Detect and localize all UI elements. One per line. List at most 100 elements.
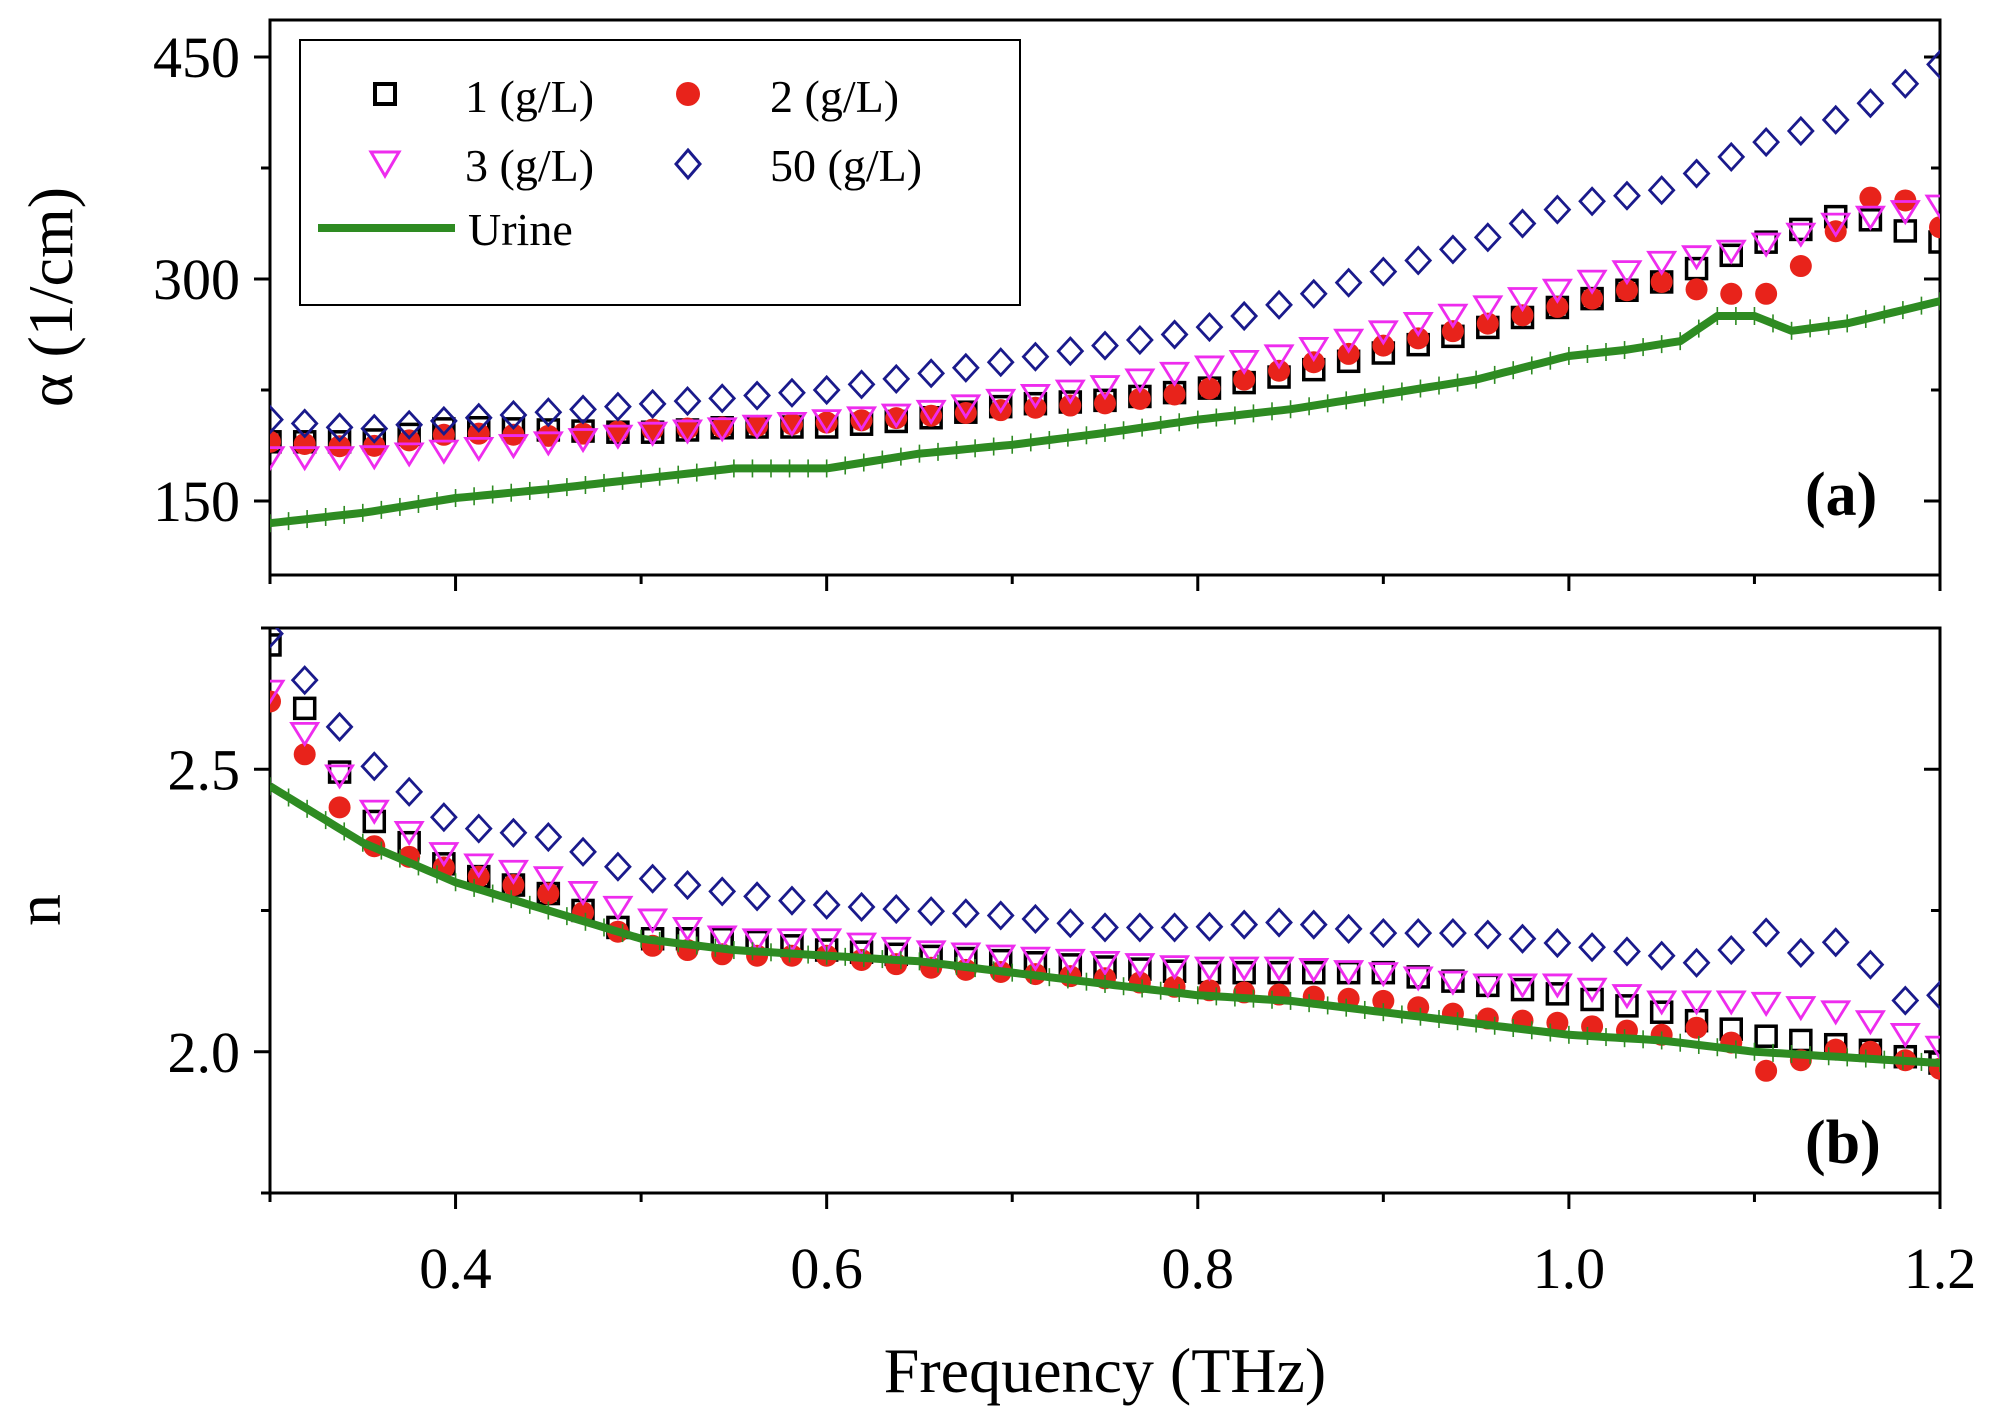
marker-50gl-32 <box>1369 918 1398 949</box>
marker-3gl-1 <box>289 722 321 748</box>
marker-50gl-14 <box>743 380 771 411</box>
marker-2gl-42 <box>1720 282 1743 305</box>
marker-2gl-27 <box>1198 377 1221 400</box>
marker-50gl-23 <box>1056 336 1085 367</box>
marker-3gl-0 <box>270 446 286 472</box>
marker-3gl-36 <box>1506 287 1539 313</box>
legend-label-urine: Urine <box>468 204 573 255</box>
panel-b-y-axis-title: n <box>3 894 74 926</box>
marker-2gl-39 <box>1615 279 1638 302</box>
marker-50gl-9 <box>569 394 597 425</box>
panel-a-series <box>270 49 1940 533</box>
marker-50gl-44 <box>1786 937 1815 968</box>
marker-3gl-7 <box>497 434 529 460</box>
marker-50gl-22 <box>1021 341 1050 372</box>
marker-3gl-19 <box>915 940 947 966</box>
marker-3gl-3 <box>358 799 390 825</box>
marker-3gl-11 <box>637 908 669 934</box>
marker-50gl-46 <box>1856 88 1885 119</box>
marker-2gl-46 <box>1859 186 1882 209</box>
marker-2gl-18 <box>885 407 908 430</box>
marker-2gl-43 <box>1755 282 1778 305</box>
marker-3gl-33 <box>1402 312 1434 338</box>
marker-1gl-42 <box>1719 243 1743 268</box>
marker-50gl-12 <box>673 870 702 901</box>
marker-3gl-9 <box>567 428 599 454</box>
marker-50gl-31 <box>1334 267 1363 298</box>
marker-50gl-42 <box>1717 141 1746 172</box>
marker-2gl-28 <box>1233 368 1256 391</box>
series-c2-a <box>270 186 1940 458</box>
y-tick-label: 450 <box>153 25 240 90</box>
marker-2gl-26 <box>1163 383 1186 406</box>
marker-3gl-20 <box>950 394 982 420</box>
marker-3gl-3 <box>358 445 390 471</box>
legend-label-1gl: 1 (g/L) <box>465 71 594 122</box>
marker-3gl-26 <box>1159 361 1191 387</box>
marker-2gl-32 <box>1372 334 1395 357</box>
panel-b-label: (b) <box>1805 1109 1881 1177</box>
marker-3gl-28 <box>1228 349 1260 376</box>
marker-2gl-17 <box>850 409 873 432</box>
marker-3gl-9 <box>567 880 599 907</box>
marker-50gl-0 <box>270 628 284 649</box>
marker-3gl-21 <box>985 944 1017 970</box>
marker-50gl-3 <box>360 751 389 782</box>
marker-1gl-37 <box>1545 982 1570 1006</box>
legend: 1 (g/L) 2 (g/L) 3 (g/L) 50 (g/L) Urine <box>299 39 1021 306</box>
panel-b-ticks <box>254 626 1942 1209</box>
marker-50gl-37 <box>1543 927 1572 959</box>
marker-50gl-7 <box>499 817 528 848</box>
marker-50gl-48 <box>1926 49 1940 80</box>
marker-50gl-27 <box>1195 911 1224 942</box>
marker-3gl-5 <box>428 439 460 465</box>
marker-50gl-6 <box>464 402 493 433</box>
marker-2gl-14 <box>746 414 769 437</box>
marker-3gl-48 <box>1924 1035 1940 1061</box>
marker-50gl-5 <box>429 802 458 833</box>
marker-3gl-36 <box>1506 973 1539 999</box>
urine-line <box>270 297 1940 528</box>
marker-50gl-23 <box>1056 908 1085 939</box>
marker-50gl-19 <box>917 358 946 389</box>
marker-3gl-1 <box>289 446 321 472</box>
marker-50gl-31 <box>1334 913 1363 944</box>
legend-label-2gl: 2 (g/L) <box>770 71 899 122</box>
marker-50gl-15 <box>778 377 806 408</box>
marker-2gl-37 <box>1546 1011 1569 1034</box>
marker-2gl-2 <box>328 796 351 819</box>
marker-3gl-16 <box>811 409 843 435</box>
marker-2gl-24 <box>1094 392 1116 415</box>
marker-3gl-23 <box>1054 379 1086 405</box>
legend-box <box>299 39 1021 306</box>
panel-b-series <box>270 628 1940 1082</box>
marker-1gl-48 <box>1928 230 1940 254</box>
marker-3gl-13 <box>706 417 738 443</box>
marker-3gl-44 <box>1785 222 1817 248</box>
marker-3gl-35 <box>1472 973 1504 999</box>
marker-3gl-21 <box>985 388 1017 414</box>
marker-3gl-38 <box>1576 977 1608 1003</box>
marker-2gl-37 <box>1546 295 1569 318</box>
marker-1gl-44 <box>1789 1028 1813 1053</box>
marker-50gl-7 <box>499 399 528 431</box>
marker-2gl-34 <box>1441 320 1464 343</box>
marker-3gl-33 <box>1402 966 1434 992</box>
marker-50gl-17 <box>847 369 876 400</box>
marker-50gl-11 <box>638 388 667 419</box>
marker-50gl-13 <box>708 876 737 907</box>
y-tick-label: 300 <box>153 247 240 312</box>
marker-50gl-16 <box>812 889 841 920</box>
marker-50gl-38 <box>1578 186 1606 217</box>
marker-2gl-41 <box>1685 1016 1708 1039</box>
marker-3gl-26 <box>1159 955 1191 981</box>
marker-50gl-30 <box>1299 909 1328 940</box>
legend-item-urine: Urine <box>318 204 573 255</box>
marker-3gl-7 <box>497 859 529 885</box>
marker-3gl-16 <box>811 928 843 954</box>
marker-1gl-29 <box>1267 960 1291 985</box>
marker-3gl-45 <box>1820 212 1852 238</box>
marker-3gl-4 <box>393 442 425 468</box>
marker-2gl-38 <box>1581 287 1604 310</box>
marker-1gl-1 <box>292 696 317 721</box>
